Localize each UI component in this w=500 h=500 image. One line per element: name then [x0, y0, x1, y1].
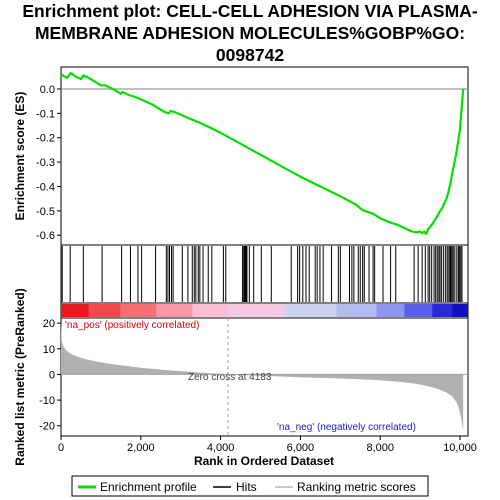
zero-cross-label: Zero cross at 4183: [188, 372, 272, 383]
color-bar-segment: [336, 304, 377, 317]
es-y-tick-label: -0.6: [36, 230, 55, 242]
x-tick-label: 0: [58, 442, 64, 454]
color-bar-segment: [227, 304, 285, 317]
legend-item-enrichment-profile: Enrichment profile: [100, 480, 197, 494]
x-tick-label: 8,000: [366, 442, 394, 454]
metric-y-tick-label: 0: [49, 369, 55, 381]
metric-panel-frame: [60, 317, 469, 437]
es-y-tick-label: -0.4: [36, 181, 55, 193]
es-y-tick-label: -0.5: [36, 206, 55, 218]
metric-y-tick-label: 10: [43, 344, 55, 356]
metric-area-group: [61, 318, 468, 436]
chart-title-line-3: 0098742: [216, 45, 284, 65]
ranking-metric-area: [61, 320, 464, 431]
enrichment-profile-line: [60, 71, 465, 236]
legend-item-hits: Hits: [236, 480, 257, 494]
x-tick-label: 2,000: [127, 442, 155, 454]
color-bar-segment: [432, 304, 453, 317]
color-bar-segment: [284, 304, 337, 317]
metric-y-axis-label: Ranked list metric (PreRanked): [13, 288, 27, 465]
x-axis-label: Rank in Ordered Dataset: [194, 454, 334, 468]
rank-color-bar: [61, 304, 468, 317]
chart-title-line-1: Enrichment plot: CELL-CELL ADHESION VIA …: [22, 1, 477, 21]
metric-y-tick-label: -20: [39, 421, 55, 433]
x-tick-label: 6,000: [287, 442, 315, 454]
color-bar-segment: [404, 304, 433, 317]
color-bar-segment: [120, 304, 157, 317]
color-bar-segment: [376, 304, 405, 317]
es-y-tick-label: 0.0: [40, 84, 55, 96]
negative-correlation-label: 'na_neg' (negatively correlated): [277, 422, 416, 433]
positive-correlation-label: 'na_pos' (positively correlated): [65, 320, 199, 331]
color-bar-segment: [452, 304, 468, 317]
es-y-axis-label: Enrichment score (ES): [13, 92, 27, 221]
metric-y-tick-label: 20: [43, 318, 55, 330]
x-tick-label: 4,000: [207, 442, 235, 454]
metric-y-axis: 20 10 0 -10 -20: [39, 318, 61, 433]
metric-y-tick-label: -10: [39, 395, 55, 407]
es-y-tick-label: -0.1: [36, 108, 55, 120]
es-line-group: [60, 71, 465, 236]
color-bar-segment: [88, 304, 121, 317]
x-tick-label: 10,000: [443, 442, 477, 454]
hits-group: [61, 246, 463, 302]
x-axis: 0 2,000 4,000 6,000 8,000 10,000: [58, 436, 477, 454]
chart-title-line-2: MEMBRANE ADHESION MOLECULES%GOBP%GO:: [35, 23, 465, 43]
legend-item-ranking-metric: Ranking metric scores: [297, 480, 416, 494]
es-y-tick-label: -0.2: [36, 133, 55, 145]
es-y-tick-label: -0.3: [36, 157, 55, 169]
color-bar-segment: [156, 304, 193, 317]
es-y-axis: 0.0 -0.1 -0.2 -0.3 -0.4 -0.5 -0.6: [36, 84, 61, 242]
color-bar-segment: [192, 304, 228, 317]
color-bar-segment: [61, 304, 89, 317]
legend-box: [71, 475, 429, 497]
